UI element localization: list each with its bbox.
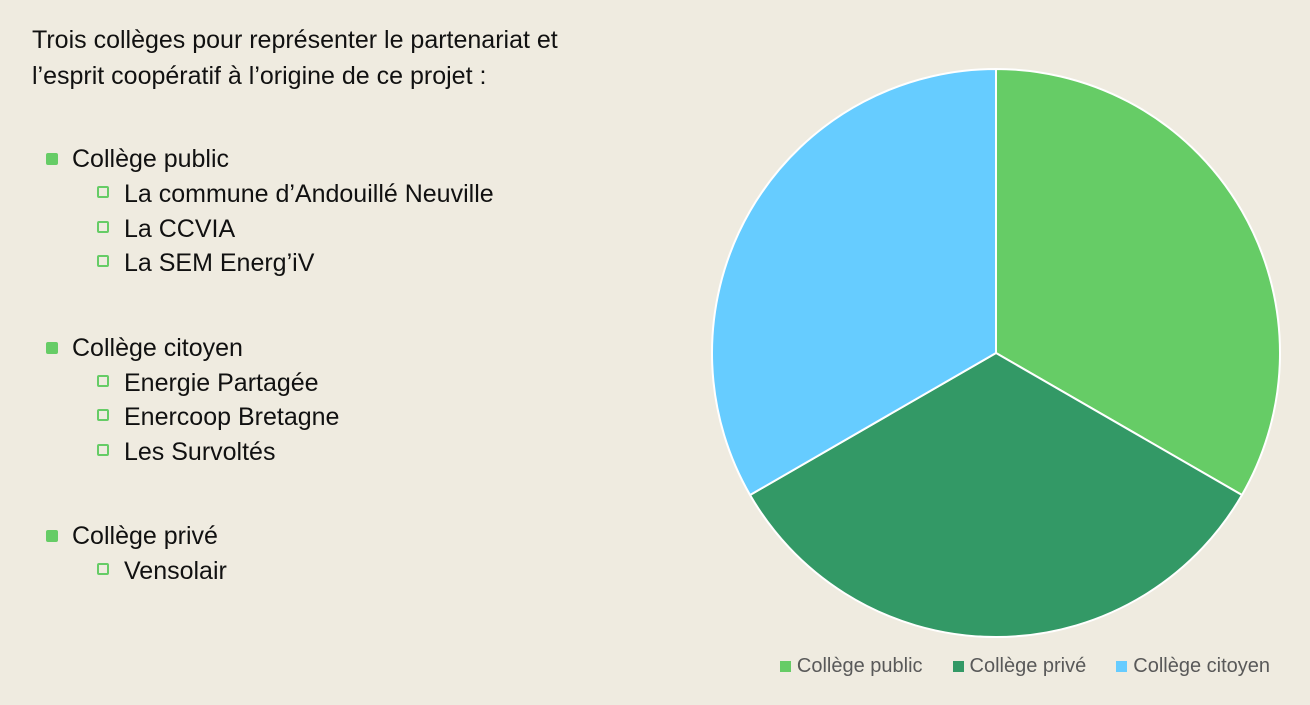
group-title: Collège privé xyxy=(72,522,218,550)
legend-label: Collège public xyxy=(796,655,923,677)
intro: Trois collèges pour représenter le parte… xyxy=(32,22,558,94)
intro-line: Trois collèges pour représenter le parte… xyxy=(32,26,558,54)
item: La SEM Energ’iV xyxy=(124,249,315,277)
item: Les Survoltés xyxy=(124,437,276,466)
legend: Collège public Collège privé Collège citoy… xyxy=(779,655,1270,678)
sub-bullet xyxy=(97,443,109,456)
legend-label: Collège citoyen xyxy=(1133,655,1270,677)
bullet xyxy=(46,153,58,165)
bullet xyxy=(46,530,58,542)
legend-swatch xyxy=(952,661,964,672)
item: Energie Partagée xyxy=(124,368,319,397)
group-title: Collège citoyen xyxy=(72,333,243,362)
intro-line: l’esprit coopératif à l’origine de ce pr… xyxy=(32,62,487,90)
pie-slice xyxy=(748,351,1244,638)
sub-bullet xyxy=(97,255,109,267)
legend-item: Collège public xyxy=(779,655,923,678)
item: Enercoop Bretagne xyxy=(124,403,340,431)
legend-label: Collège privé xyxy=(969,655,1087,677)
item: La CCVIA xyxy=(124,214,236,243)
item: Vensolair xyxy=(124,557,227,585)
group-title: Collège public xyxy=(72,145,230,173)
bullet xyxy=(46,341,58,354)
sub-bullet xyxy=(97,409,109,421)
pie-slice xyxy=(711,67,997,497)
legend-item: Collège citoyen xyxy=(1116,655,1270,678)
legend-item: Collège privé xyxy=(952,655,1087,678)
sub-bullet xyxy=(97,563,109,575)
legend-swatch xyxy=(779,661,791,672)
sub-bullet xyxy=(97,374,109,387)
legend-swatch xyxy=(1116,661,1128,672)
item: La commune d’Andouillé Neuville xyxy=(124,180,494,208)
sub-bullet xyxy=(97,186,109,198)
pie-slice xyxy=(995,67,1281,497)
sub-bullet xyxy=(97,220,109,233)
